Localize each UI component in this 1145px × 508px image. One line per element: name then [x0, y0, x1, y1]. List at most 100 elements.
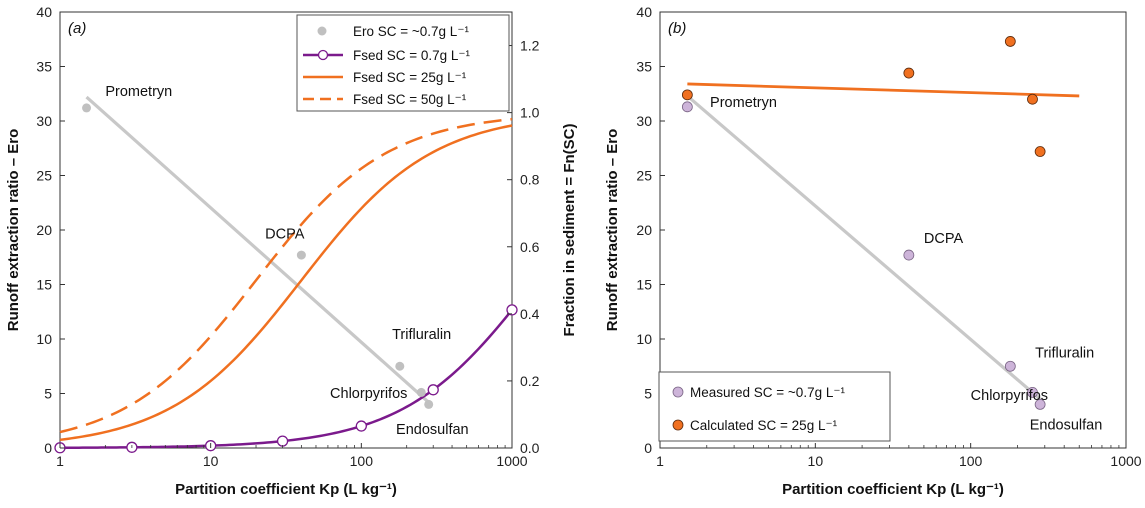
panel-b-x-ticks: 1 10 100 1000 — [656, 443, 1142, 469]
panel-b-y-ticks: 0 5 10 15 20 25 30 35 40 — [636, 4, 665, 456]
panel-b-y-tick-label: 40 — [636, 4, 652, 20]
panel-b-x-axis-label: Partition coefficient Kp (L kg⁻¹) — [782, 481, 1004, 498]
panel-a-x-axis-label: Partition coefficient Kp (L kg⁻¹) — [175, 481, 397, 498]
panel-a-y2-tick-label: 1.0 — [520, 105, 540, 121]
legend-calculated-label: Calculated SC = 25g L⁻¹ — [690, 418, 838, 433]
panel-a-legend: Ero SC = ~0.7g L⁻¹ Fsed SC = 0.7g L⁻¹ Fs… — [296, 14, 510, 112]
panel-a-y2-tick-label: 0.4 — [520, 306, 540, 322]
panel-b-calculated-point — [903, 67, 915, 79]
legend-calculated-marker — [672, 419, 684, 431]
panel-a-label-chlorpyrifos: Chlorpyrifos — [330, 386, 407, 402]
panel-a-y2-tick-label: 1.2 — [520, 38, 540, 54]
panel-b-label-prometryn: Prometryn — [710, 95, 777, 111]
panel-a-ero-point — [395, 361, 405, 371]
panel-b-calculated-point — [1004, 36, 1016, 47]
panel-a-y-tick-label: 5 — [44, 386, 52, 402]
panel-a-ero-point — [424, 399, 434, 409]
panel-b-calculated-point — [1034, 146, 1046, 157]
panel-b-x-tick-label: 1000 — [1110, 453, 1141, 469]
panel-b-label: (b) — [668, 20, 686, 37]
panel-a-fsed-marker — [427, 384, 439, 396]
panel-a-x-tick-label: 1 — [56, 453, 64, 469]
panel-a-x-tick-label: 100 — [350, 453, 374, 469]
panel-b-point-labels: Prometryn DCPA Trifluralin Chlorpyrifos Endo… — [710, 95, 1102, 434]
panel-a-y-tick-label: 15 — [36, 277, 52, 293]
legend-ero-label: Ero SC = ~0.7g L⁻¹ — [353, 24, 469, 39]
panel-a-y-tick-label: 40 — [36, 4, 52, 20]
panel-a-y-ticks: 0 5 10 15 20 25 30 35 40 — [36, 4, 65, 456]
panel-a-y2-axis-label: Fraction in sediment = Fn(SC) — [561, 124, 578, 337]
panel-b-x-tick-label: 100 — [959, 453, 983, 469]
legend-ero-marker — [317, 26, 327, 36]
panel-b-measured-point — [1034, 398, 1046, 410]
panel-b-label-trifluralin: Trifluralin — [1035, 346, 1094, 362]
panel-a-y-tick-label: 25 — [36, 168, 52, 184]
panel-a-fsed-layer — [54, 117, 518, 454]
panel-a-y-tick-label: 20 — [36, 222, 52, 238]
panel-b-calculated-fit-line — [687, 82, 1080, 98]
panel-b-y-tick-label: 20 — [636, 222, 652, 238]
panel-b-y-tick-label: 5 — [644, 386, 652, 402]
panel-a-fsed-marker — [506, 304, 518, 316]
panel-b-legend: Measured SC = ~0.7g L⁻¹ Calculated SC = … — [658, 371, 891, 442]
panel-a-x-ticks: 1 10 100 1000 — [56, 443, 528, 469]
panel-a-fsed-marker — [355, 420, 367, 432]
panel-a-fsed-curve-1 — [59, 124, 513, 442]
panel-a-label-endosulfan: Endosulfan — [396, 422, 469, 438]
panel-b-label-chlorpyrifos: Chlorpyrifos — [971, 388, 1048, 404]
panel-b-measured-point — [903, 249, 915, 261]
legend-fsed-25-label: Fsed SC = 25g L⁻¹ — [353, 70, 467, 85]
legend-fsed-07-marker — [317, 49, 329, 61]
panel-b-y-tick-label: 0 — [644, 440, 652, 456]
panel-a-point-labels: Prometryn DCPA Trifluralin Chlorpyrifos Endo… — [105, 84, 468, 438]
panel-b-y-tick-label: 30 — [636, 113, 652, 129]
panel-b-calculated-point — [681, 89, 693, 101]
panel-b-y-axis-label: Runoff extraction ratio – Ero — [604, 129, 621, 332]
panel-b-measured-point — [681, 101, 693, 113]
panel-a-y2-tick-label: 0.8 — [520, 172, 540, 188]
panel-b-y-tick-label: 10 — [636, 331, 652, 347]
panel-a-label-prometryn: Prometryn — [105, 84, 172, 100]
panel-a-x-tick-label: 1000 — [496, 453, 527, 469]
panel-a-y-axis-label: Runoff extraction ratio – Ero — [5, 129, 22, 332]
panel-b-y-tick-label: 25 — [636, 168, 652, 184]
panel-a-y-tick-label: 30 — [36, 113, 52, 129]
panel-a-ero-points-layer — [82, 103, 434, 409]
panel-b-measured-point — [1004, 360, 1016, 372]
panel-b-fit-layer — [686, 82, 1080, 403]
legend-measured-marker — [672, 386, 684, 398]
panel-a-label-dcpa: DCPA — [265, 227, 305, 243]
panel-b-label-endosulfan: Endosulfan — [1030, 417, 1103, 433]
panel-b-label-dcpa: DCPA — [924, 231, 964, 247]
panel-b-legend-box — [658, 371, 891, 442]
panel-a-ero-point — [82, 103, 92, 113]
panel-a-y-tick-label: 35 — [36, 59, 52, 75]
panel-a-y2-tick-label: 0.6 — [520, 239, 540, 255]
panel-a-y-tick-label: 0 — [44, 440, 52, 456]
panel-b-measured-point — [1027, 387, 1038, 398]
panel-b-x-tick-label: 10 — [808, 453, 824, 469]
panel-a-fsed-curve-2 — [59, 117, 513, 434]
panel-a-ero-point — [296, 250, 306, 260]
panel-a-y2-tick-label: 0.0 — [520, 440, 540, 456]
panel-a-legend-box — [296, 14, 510, 112]
panel-a-x-tick-label: 10 — [203, 453, 219, 469]
panel-b-x-tick-label: 1 — [656, 453, 664, 469]
legend-fsed-50-label: Fsed SC = 50g L⁻¹ — [353, 92, 467, 107]
panel-b-y-tick-label: 15 — [636, 277, 652, 293]
panel-a-ero-fit-line — [85, 95, 433, 406]
panel-b-points-layer — [681, 36, 1046, 410]
panel-a-ero-fit-layer — [85, 95, 433, 406]
panel-b-y-tick-label: 35 — [636, 59, 652, 75]
panel-b: 1 10 100 1000 0 5 10 15 20 25 30 35 40 Prometryn DCP… — [604, 4, 1142, 498]
panel-b-measured-fit-line — [686, 94, 1044, 403]
panel-a-fsed-marker — [276, 435, 289, 447]
panel-b-calculated-point — [1027, 93, 1038, 105]
legend-measured-label: Measured SC = ~0.7g L⁻¹ — [690, 385, 845, 400]
panel-a-ero-point — [416, 387, 426, 397]
legend-fsed-07-label: Fsed SC = 0.7g L⁻¹ — [353, 48, 471, 63]
panel-a-y-tick-label: 10 — [36, 331, 52, 347]
panel-a-y2-tick-label: 0.2 — [520, 373, 540, 389]
panel-a: 1 10 100 1000 0 5 10 15 20 25 30 35 40 0.0 0.2 0.4 0.6… — [5, 4, 578, 498]
